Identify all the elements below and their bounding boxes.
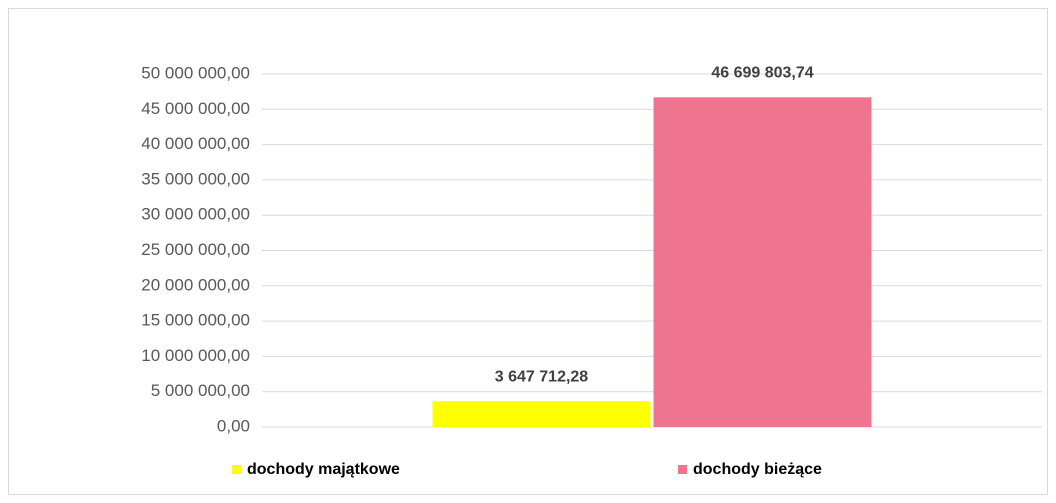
bar xyxy=(432,401,651,427)
legend-swatch xyxy=(678,465,687,474)
legend-swatch xyxy=(232,465,241,474)
y-tick-label: 10 000 000,00 xyxy=(141,346,250,365)
y-tick-label: 25 000 000,00 xyxy=(141,240,250,259)
data-label: 46 699 803,74 xyxy=(711,65,813,82)
y-tick-label: 45 000 000,00 xyxy=(141,99,250,118)
legend-label: dochody majątkowe xyxy=(247,461,400,478)
y-tick-label: 40 000 000,00 xyxy=(141,134,250,153)
y-tick-label: 0,00 xyxy=(217,416,250,435)
y-tick-label: 15 000 000,00 xyxy=(141,311,250,330)
y-tick-label: 50 000 000,00 xyxy=(141,63,250,82)
data-label: 3 647 712,28 xyxy=(495,368,589,385)
y-tick-label: 35 000 000,00 xyxy=(141,169,250,188)
y-tick-label: 30 000 000,00 xyxy=(141,205,250,224)
y-tick-label: 5 000 000,00 xyxy=(151,381,250,400)
y-tick-label: 20 000 000,00 xyxy=(141,275,250,294)
legend-label: dochody bieżące xyxy=(693,461,822,478)
bar xyxy=(653,97,872,428)
